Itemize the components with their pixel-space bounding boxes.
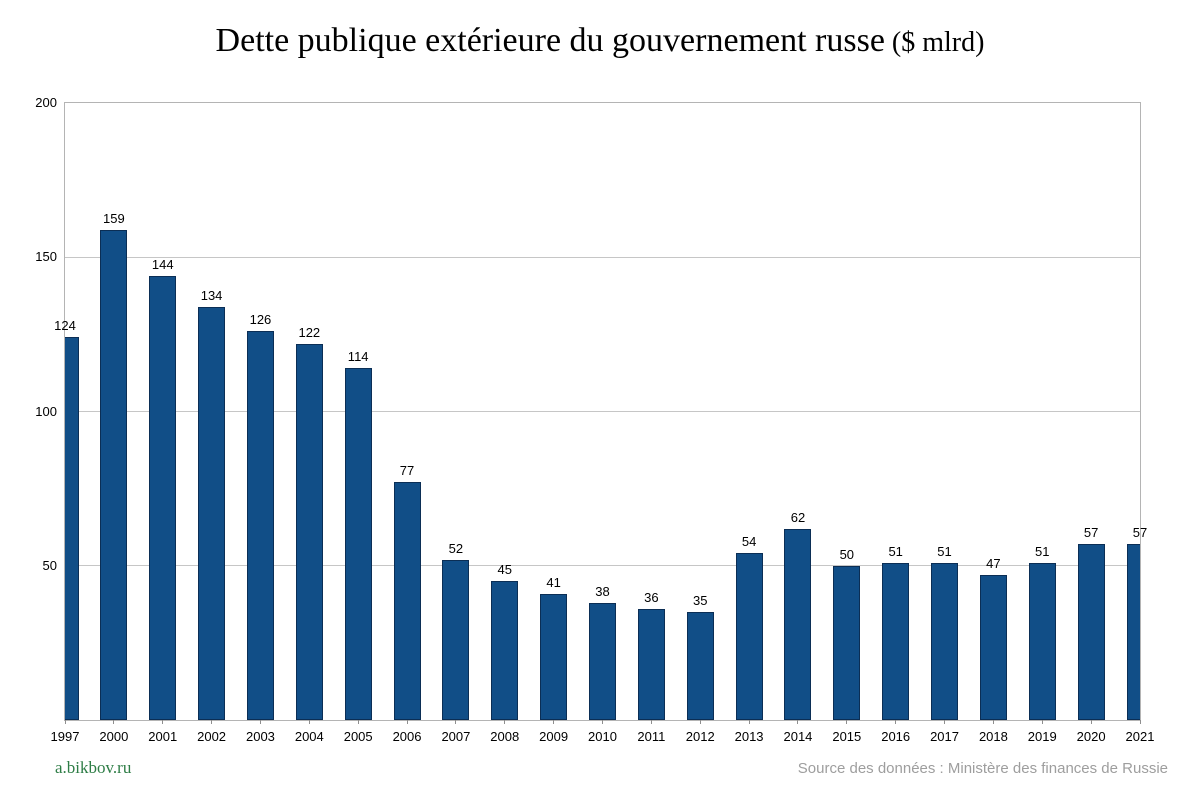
x-axis-tick (64, 720, 66, 724)
bar-2004 (295, 343, 323, 720)
x-axis-tick (748, 720, 750, 724)
x-axis-tick (650, 720, 652, 724)
x-axis-tick-label: 2014 (783, 729, 813, 744)
x-axis-tick-label: 2009 (539, 729, 569, 744)
x-axis: 1997 2000 2001 2002 2003 2004 2005 2006 2007 2008… (51, 720, 1154, 760)
x-axis-tick (504, 720, 506, 724)
gridline-y150 (65, 256, 1140, 258)
x-axis-tick-label: 2017 (930, 729, 959, 744)
x-axis-tick (308, 720, 310, 724)
x-axis-tick-label: 2001 (148, 729, 178, 744)
bars-layer (65, 103, 1140, 720)
bar-2006 (393, 482, 421, 720)
x-axis-tick-label: 2008 (490, 729, 520, 744)
x-axis-tick (797, 720, 799, 724)
x-axis-tick (553, 720, 555, 724)
x-axis-tick-label: 2000 (99, 729, 129, 744)
x-axis-tick-label: 2019 (1027, 729, 1057, 744)
y-axis-tick-label: 100 (35, 403, 57, 419)
bar-2005 (344, 368, 372, 720)
x-axis-tick-label: 2006 (392, 729, 422, 744)
chart-title: Dette publique extérieure du gouvernemen… (0, 22, 1200, 60)
bar-2010 (589, 602, 616, 720)
gridline-layer (65, 103, 1140, 720)
x-axis-tick (992, 720, 994, 724)
bar-2011 (637, 608, 665, 720)
x-axis-tick-label: 2021 (1125, 729, 1155, 744)
x-axis-tick-label: 2002 (197, 729, 227, 744)
y-axis-tick-label: 50 (42, 557, 57, 573)
x-axis-tick (406, 720, 408, 724)
x-axis-tick-label: 2015 (832, 729, 862, 744)
bar-2003 (246, 331, 274, 720)
plot-area: 124 159 144 134 126 122 114 77 52 45 41 38 36 35 54 62 5… (35, 95, 1154, 744)
bar-2008 (491, 581, 519, 720)
x-axis-tick (259, 720, 261, 724)
bar-2012 (686, 612, 714, 720)
x-axis-tick (602, 720, 603, 724)
bar-2016 (882, 562, 910, 720)
x-axis-tick-label: 2020 (1076, 729, 1106, 744)
x-axis-tick (211, 720, 213, 724)
gridline-y50 (65, 565, 1140, 567)
bar-2013 (735, 553, 763, 720)
x-axis-tick (357, 720, 359, 724)
x-axis-tick (162, 720, 164, 724)
x-axis-tick-label: 2011 (637, 729, 666, 744)
x-axis-tick (1090, 720, 1092, 724)
x-axis-tick (699, 720, 701, 724)
bar-2021 (1126, 544, 1140, 720)
x-axis-tick-label: 2003 (245, 729, 275, 744)
data-source-text: Source des données : Ministère des finan… (797, 760, 1168, 777)
x-axis-tick-label: 2007 (441, 729, 471, 744)
y-axis: 50 100 150 200 (35, 95, 1140, 720)
bar-2018 (979, 575, 1007, 720)
x-axis-tick-label: 2012 (685, 729, 715, 744)
x-axis-tick-label: 1997 (50, 729, 80, 744)
y-axis-tick-label: 200 (35, 95, 57, 110)
x-axis-tick (944, 720, 946, 724)
bar-2000 (100, 229, 128, 720)
x-axis-tick-label: 2004 (294, 729, 324, 744)
x-axis-tick (1139, 720, 1141, 724)
bar-2009 (540, 593, 568, 720)
x-axis-tick (846, 720, 848, 724)
x-axis-tick (455, 720, 457, 724)
gridline-y100 (65, 411, 1140, 412)
x-axis-tick-label: 2005 (343, 729, 373, 744)
x-axis-tick (1041, 720, 1043, 724)
x-axis-tick-label: 2016 (881, 729, 911, 744)
bar-2007 (442, 559, 470, 720)
bar-2019 (1028, 562, 1056, 720)
bar-2020 (1077, 544, 1105, 720)
chart-title-unit: ($ mlrd) (884, 27, 985, 58)
bar-2017 (931, 562, 959, 720)
x-axis-tick-label: 2018 (978, 729, 1008, 744)
x-axis-tick (113, 720, 115, 724)
bar-2002 (198, 306, 226, 720)
bar-2014 (784, 528, 812, 720)
y-axis-tick-label: 150 (35, 249, 57, 265)
chart-title-text: Dette publique extérieure du gouvernemen… (215, 22, 885, 59)
x-axis-tick (895, 720, 897, 724)
attribution-link[interactable]: a.bikbov.ru (55, 758, 132, 777)
bar-2001 (149, 275, 177, 720)
x-axis-tick-label: 2013 (734, 729, 764, 744)
bar-1997 (65, 337, 79, 720)
x-axis-tick-label: 2010 (588, 729, 617, 744)
bar-2015 (833, 565, 861, 720)
